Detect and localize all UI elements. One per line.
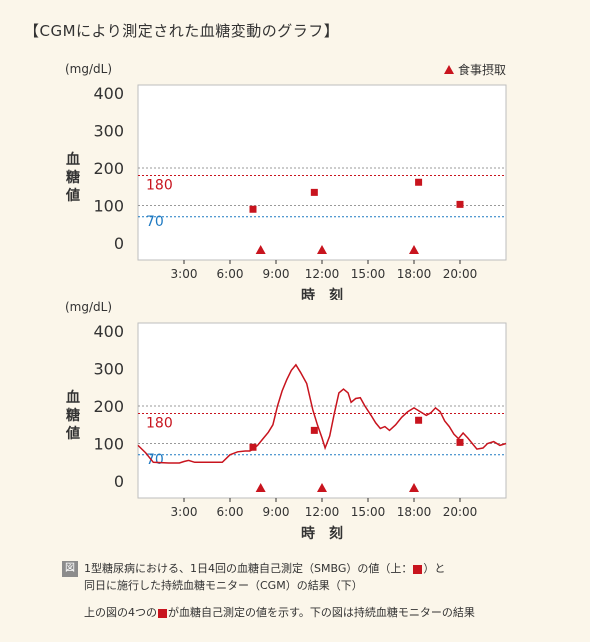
figure-caption: 図 1型糖尿病における、1日4回の血糖自己測定（SMBG）の値（上： ）と 同日に施… (62, 560, 445, 594)
x-tick-label: 6:00 (217, 505, 244, 519)
y-tick-label: 0 (114, 234, 124, 253)
y-tick-label: 100 (93, 197, 124, 216)
x-tick-label: 15:00 (351, 267, 386, 281)
meal-legend-icon (444, 65, 454, 74)
x-tick-label: 18:00 (397, 267, 432, 281)
plot-area (137, 84, 507, 261)
meal-marker-icon (409, 245, 419, 254)
y-tick-label: 300 (93, 122, 124, 141)
x-tick-label: 3:00 (171, 505, 198, 519)
meal-marker-icon (317, 483, 327, 492)
y-axis-label-char: 糖 (66, 407, 80, 424)
cgm-chart-svg: 180 70 0 100 200 300 400 (mg/dL) 血糖値 3:00 6:00 9:00… (65, 300, 507, 542)
y-unit-label: (mg/dL) (65, 300, 112, 314)
smbg-point (249, 443, 257, 451)
x-tick-label: 9:00 (263, 267, 290, 281)
ref-label-180: 180 (146, 178, 173, 194)
ref-label-70: 70 (146, 214, 164, 230)
y-tick-label: 300 (93, 360, 124, 379)
ref-label-70: 70 (146, 452, 164, 468)
figure-badge: 図 (62, 561, 78, 577)
note-text-b: が血糖自己測定の値を示す。下の図は持続血糖モニターの結果 (168, 606, 475, 619)
page-title: 【CGMにより測定された血糖変動のグラフ】 (24, 22, 340, 40)
meal-marker-icon (317, 245, 327, 254)
y-tick-label: 400 (93, 322, 124, 341)
x-tick-label: 6:00 (217, 267, 244, 281)
y-axis-label-char: 値 (65, 425, 80, 442)
y-axis-label-char: 糖 (66, 169, 80, 186)
y-tick-label: 400 (93, 84, 124, 103)
y-axis-label-char: 値 (65, 187, 80, 204)
x-tick-label: 12:00 (305, 505, 340, 519)
y-unit-label: (mg/dL) (65, 62, 112, 76)
x-tick-label: 20:00 (443, 505, 478, 519)
y-tick-label: 100 (93, 435, 124, 454)
y-axis-label-char: 血 (66, 389, 80, 406)
y-tick-label: 200 (93, 397, 124, 416)
smbg-point (415, 416, 423, 424)
note-text-a: 上の図の4つの (84, 606, 157, 619)
cgm-series-line (137, 363, 507, 464)
cgm-chart: 180 70 0 100 200 300 400 (mg/dL) 血糖値 3:00 6:00 9:00… (0, 298, 590, 547)
x-tick-label: 3:00 (171, 267, 198, 281)
x-tick-label: 9:00 (263, 505, 290, 519)
figure-note: 上の図の4つの が血糖自己測定の値を示す。下の図は持続血糖モニターの結果 (84, 604, 475, 620)
y-tick-label: 200 (93, 159, 124, 178)
y-tick-label: 0 (114, 472, 124, 491)
smbg-marker-icon (413, 564, 423, 574)
meal-marker-icon (255, 483, 266, 492)
caption-text-1b: ）と (423, 562, 446, 575)
smbg-point (310, 188, 318, 196)
smbg-chart-svg: 180 70 0 100 200 300 400 (mg/dL) 血糖値 3:00 6:00 9:00… (65, 62, 507, 304)
smbg-point (415, 178, 423, 186)
x-tick-label: 12:00 (305, 267, 340, 281)
smbg-chart: 180 70 0 100 200 300 400 (mg/dL) 血糖値 3:00 6:00 9:00… (0, 60, 590, 304)
smbg-point (249, 205, 257, 213)
caption-line-2: 同日に施行した持続血糖モニター（CGM）の結果（下） (84, 579, 363, 592)
x-axis-label: 時 刻 (301, 287, 343, 300)
smbg-point (456, 200, 464, 208)
smbg-point (456, 438, 464, 446)
meal-marker-icon (409, 483, 419, 492)
smbg-marker-icon (158, 608, 167, 618)
y-axis-label-char: 血 (66, 151, 80, 168)
meal-legend-label: 食事摂取 (458, 62, 506, 77)
plot-area (137, 322, 507, 499)
x-tick-label: 15:00 (351, 505, 386, 519)
meal-marker-icon (255, 245, 266, 254)
x-axis-label: 時 刻 (301, 525, 343, 542)
x-tick-label: 18:00 (397, 505, 432, 519)
ref-label-180: 180 (146, 416, 173, 432)
x-tick-label: 20:00 (443, 267, 478, 281)
smbg-point (310, 426, 318, 434)
caption-line-1: 図 1型糖尿病における、1日4回の血糖自己測定（SMBG）の値（上： ）と (62, 560, 445, 577)
caption-text-1a: 1型糖尿病における、1日4回の血糖自己測定（SMBG）の値（上： (84, 562, 413, 575)
